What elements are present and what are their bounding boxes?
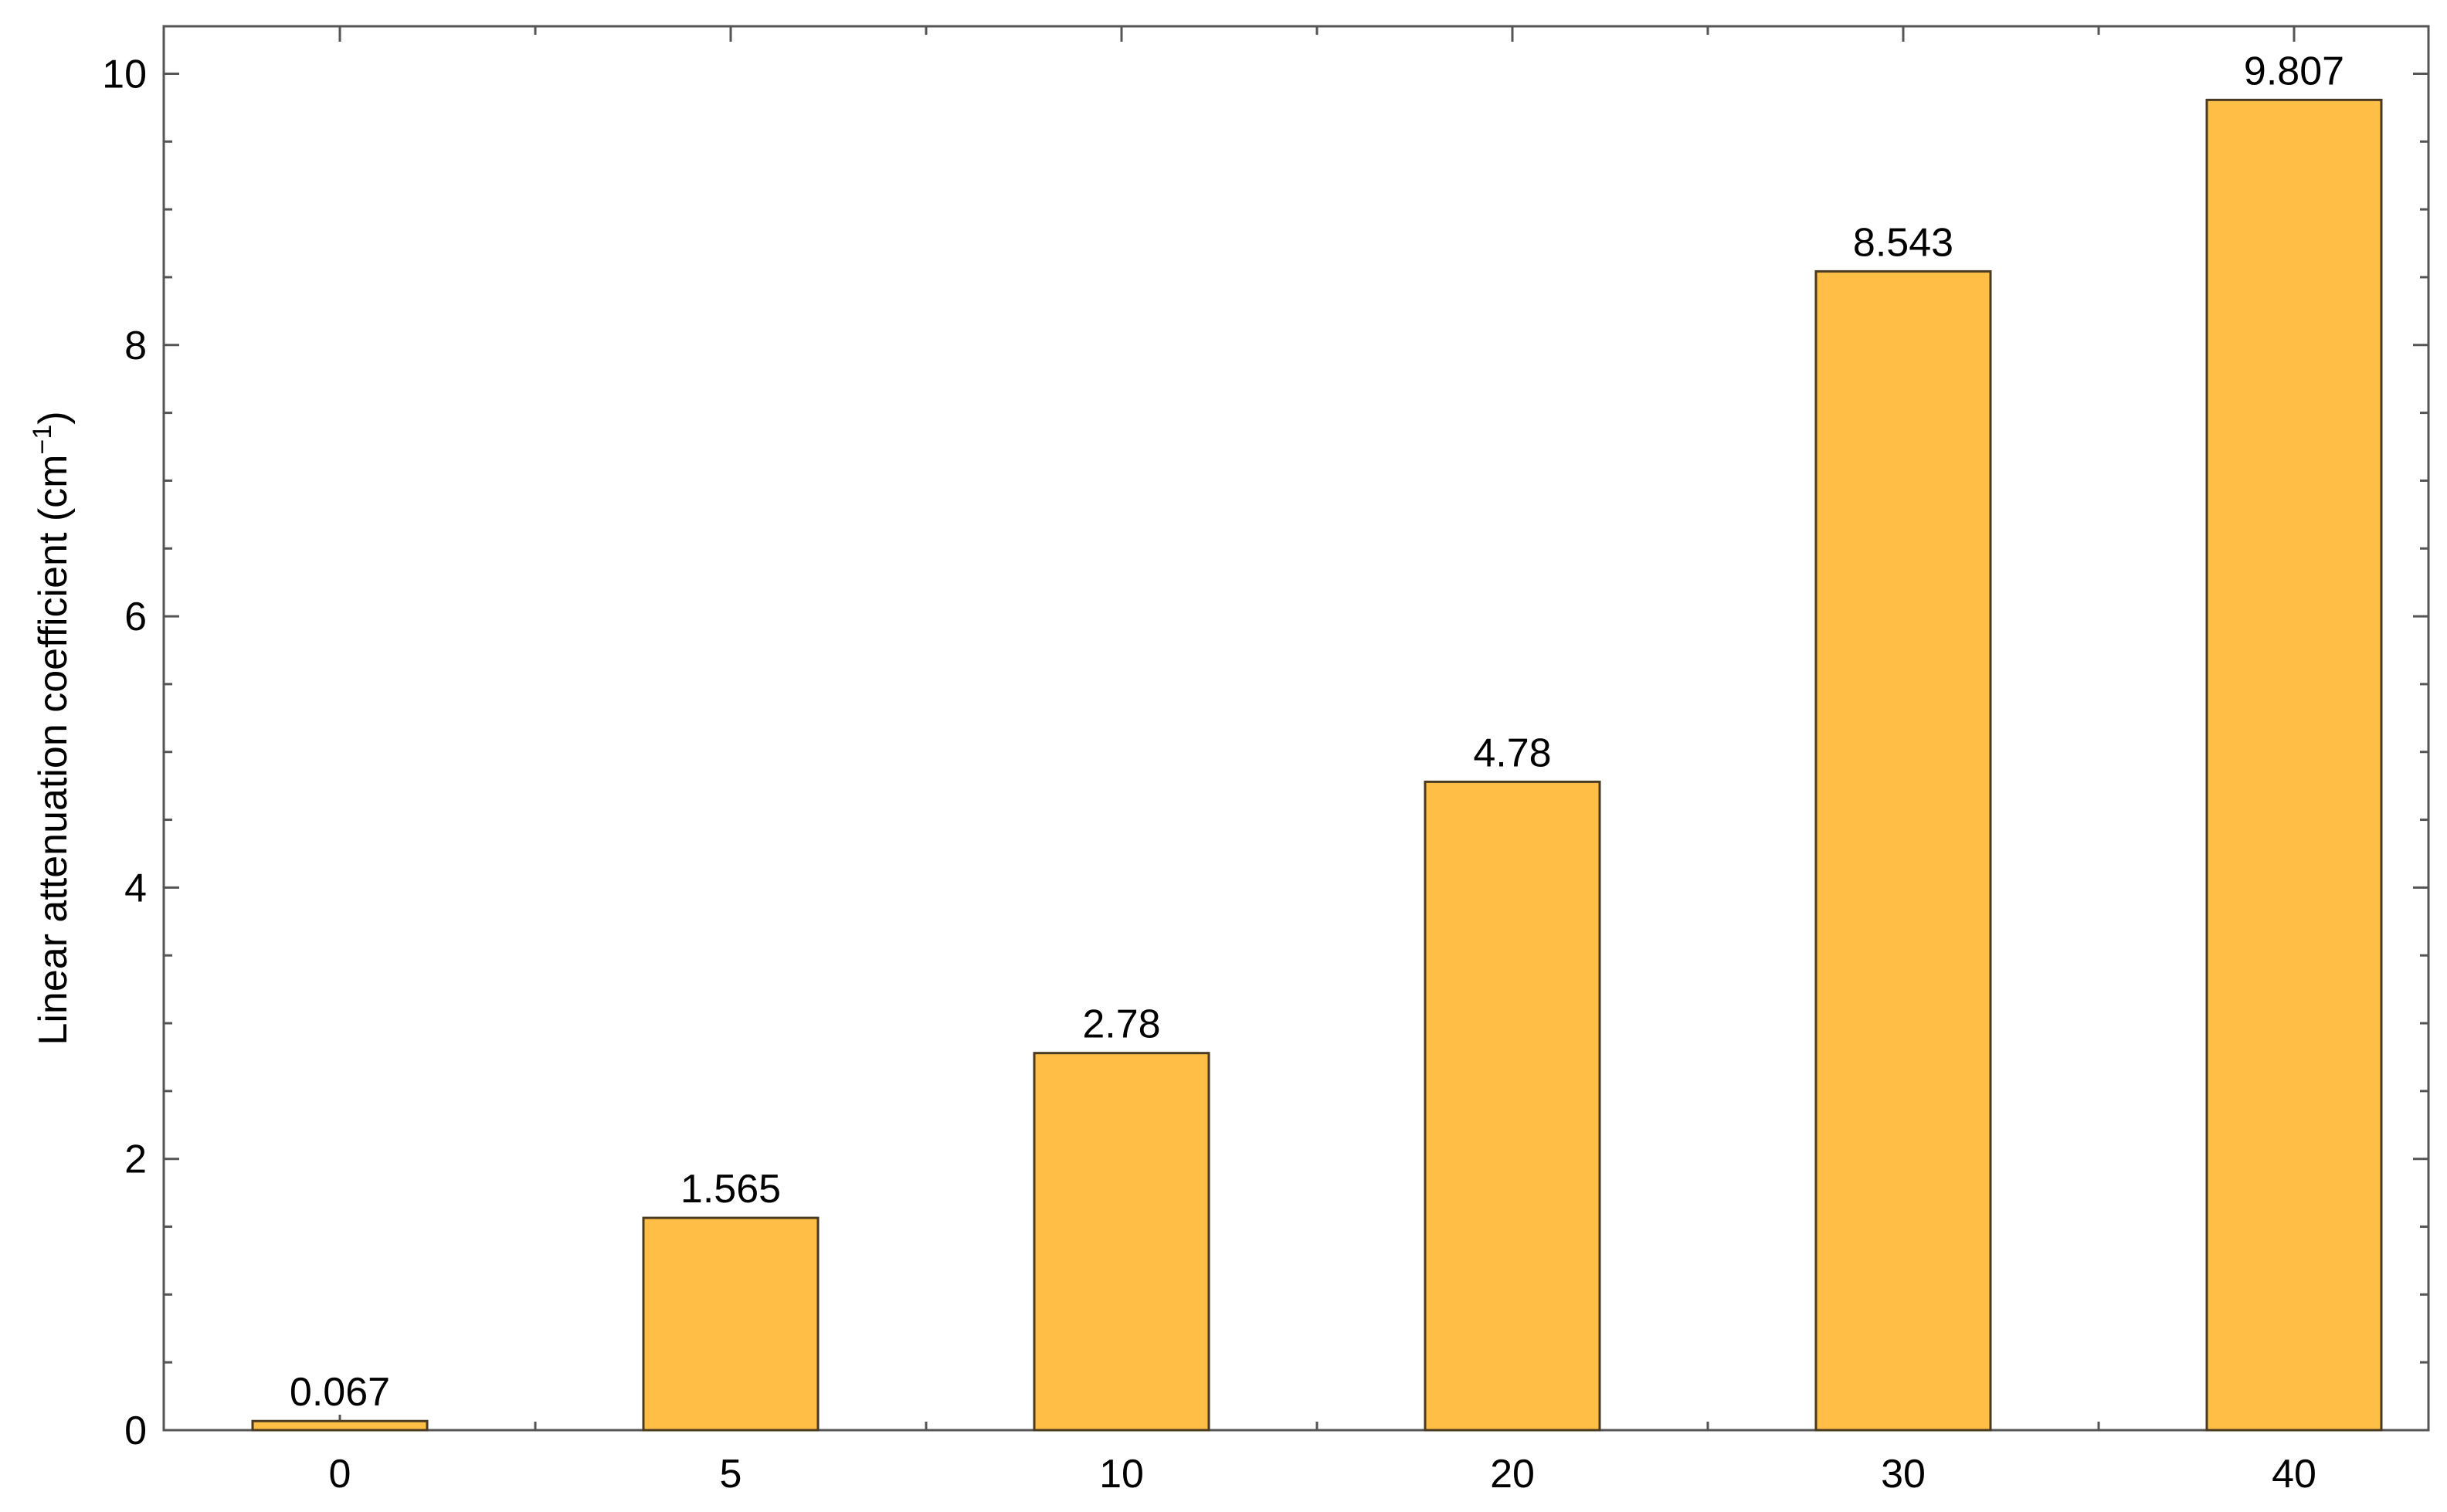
y-tick-label: 10	[102, 52, 147, 97]
data-label-0: 0.067	[290, 1370, 390, 1415]
bar-5	[642, 1216, 820, 1432]
bar-40	[2205, 98, 2383, 1432]
data-label-10: 2.78	[1082, 1002, 1160, 1047]
bar-0	[251, 1419, 429, 1432]
y-axis-title-superscript: −1	[28, 425, 57, 455]
y-tick-label: 2	[124, 1137, 147, 1182]
bar-30	[1814, 270, 1992, 1432]
x-tick-label: 20	[1490, 1452, 1535, 1497]
y-tick-label: 0	[124, 1409, 147, 1453]
y-axis-ticks: 0 2 4 6 8 10	[102, 52, 2428, 1453]
plot-frame	[162, 25, 2430, 1432]
data-label-20: 4.78	[1473, 731, 1551, 775]
y-tick-label: 4	[124, 866, 147, 910]
data-label-30: 8.543	[1853, 220, 1953, 265]
data-label-40: 9.807	[2244, 49, 2344, 93]
bar-20	[1424, 780, 1601, 1432]
x-tick-label: 40	[2272, 1452, 2316, 1497]
y-axis-title-suffix: )	[31, 411, 76, 424]
y-axis-title-text: Linear attenuation coefficient (cm	[31, 455, 76, 1046]
y-tick-label: 8	[124, 324, 147, 368]
x-tick-label: 10	[1099, 1452, 1144, 1497]
x-tick-label: 30	[1881, 1452, 1926, 1497]
y-axis-title: Linear attenuation coefficient (cm−1)	[28, 411, 76, 1045]
x-axis-ticks: 0 5 10 20 30 40	[329, 26, 2316, 1497]
data-labels-group: 0.067 1.565 2.78 4.78 8.543 9.807	[290, 49, 2344, 1415]
data-label-5: 1.565	[680, 1167, 781, 1212]
y-tick-label: 6	[124, 595, 147, 639]
x-tick-label: 5	[720, 1452, 742, 1497]
x-tick-label: 0	[329, 1452, 351, 1497]
bar-10	[1033, 1052, 1210, 1432]
bars-group	[251, 98, 2383, 1432]
